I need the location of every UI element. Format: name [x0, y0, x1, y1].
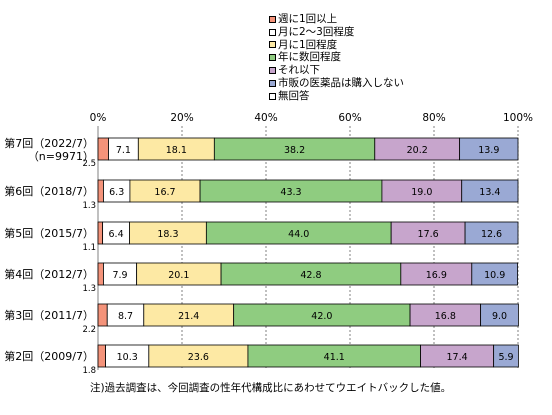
x-tick-label: 20%	[170, 112, 193, 124]
small-value-label: 1.3	[82, 284, 96, 294]
legend-item: 無回答	[269, 90, 404, 103]
legend-item: それ以下	[269, 64, 404, 77]
x-tick-label: 100%	[503, 112, 533, 124]
bar-segment	[97, 221, 104, 245]
value-label: 44.0	[288, 229, 309, 240]
legend-item: 年に数回程度	[269, 51, 404, 64]
value-label: 12.6	[481, 229, 502, 240]
category-label: 第2回（2009/7）	[4, 349, 94, 363]
small-value-label: 2.5	[82, 159, 96, 169]
value-label: 13.9	[478, 145, 499, 156]
x-axis-tick-labels: 0% 20% 40% 60% 80% 100%	[90, 112, 533, 124]
value-label: 43.3	[280, 187, 301, 198]
value-label: 18.3	[157, 229, 178, 240]
small-value-label: 1.1	[82, 243, 96, 253]
legend-label: 週に1回以上	[278, 13, 338, 25]
value-label: 10.9	[484, 270, 505, 281]
category-label: 第6回（2018/7）	[4, 184, 94, 198]
value-label: 7.1	[116, 145, 131, 156]
value-label: 6.4	[109, 229, 124, 240]
bar-segment	[97, 262, 104, 286]
value-label: 8.7	[118, 311, 133, 322]
value-label: 6.3	[109, 187, 124, 198]
value-label: 17.4	[447, 352, 468, 363]
value-label: 7.9	[112, 270, 127, 281]
value-label: 21.4	[178, 311, 199, 322]
small-value-label: 1.8	[82, 366, 96, 376]
legend-item: 月に1回程度	[269, 39, 404, 52]
bar-segment	[493, 344, 519, 368]
legend-item: 週に1回以上	[269, 13, 404, 26]
x-tick-label: 0%	[90, 112, 107, 124]
legend-label: それ以下	[278, 64, 320, 77]
legend-swatch	[269, 15, 276, 23]
category-sublabel: （n=9971）	[28, 150, 94, 163]
legend-label: 無回答	[278, 89, 310, 102]
legend-item: 市販の医薬品は購入しない	[269, 77, 404, 90]
value-label: 20.2	[407, 145, 428, 156]
small-value-label: 2.2	[82, 325, 96, 335]
legend-label: 市販の医薬品は購入しない	[278, 76, 404, 89]
legend-swatch	[269, 92, 276, 100]
bars	[97, 137, 519, 368]
legend-item: 月に2～3回程度	[269, 26, 404, 39]
value-label: 23.6	[188, 352, 209, 363]
value-label: 38.2	[284, 145, 305, 156]
value-label: 13.4	[479, 187, 500, 198]
value-label: 42.0	[311, 311, 332, 322]
value-label: 19.0	[411, 187, 432, 198]
category-labels: 第7回（2022/7）（n=9971） 第6回（2018/7） 第5回（2015/7…	[4, 136, 94, 363]
legend-swatch	[269, 54, 276, 62]
x-tick-label: 80%	[422, 112, 445, 124]
value-label: 17.6	[418, 229, 439, 240]
value-label: 16.7	[154, 187, 175, 198]
value-label: 18.1	[166, 145, 187, 156]
value-labels: 7.1 18.1 38.2 20.2 13.9 6.3 16.7 43.3 19.0 13.4 6.…	[109, 145, 514, 363]
value-label: 42.8	[300, 270, 321, 281]
bar-segment	[471, 262, 518, 286]
bar-segment	[97, 303, 108, 327]
x-tick-label: 60%	[338, 112, 361, 124]
legend-swatch	[269, 79, 276, 87]
value-label: 20.1	[168, 270, 189, 281]
small-value-label: 1.3	[82, 201, 96, 211]
legend-label: 年に数回程度	[278, 51, 341, 64]
legend-label: 月に2～3回程度	[278, 25, 355, 38]
value-label: 10.3	[117, 352, 138, 363]
legend-swatch	[269, 67, 276, 75]
bar-segment	[464, 221, 519, 245]
category-label: 第3回（2011/7）	[4, 308, 94, 322]
category-label: 第4回（2012/7）	[4, 267, 94, 281]
value-label: 9.0	[492, 311, 507, 322]
legend-swatch	[269, 41, 276, 49]
bar-segment	[97, 344, 106, 368]
bar-segment	[97, 179, 104, 203]
value-label: 16.9	[426, 270, 447, 281]
value-label: 5.9	[498, 352, 513, 363]
value-label: 16.8	[435, 311, 456, 322]
category-label: 第5回（2015/7）	[4, 226, 94, 240]
grid-lines	[97, 126, 519, 370]
value-label: 41.1	[324, 352, 345, 363]
category-label: 第7回（2022/7）	[4, 136, 94, 150]
bar-segment	[97, 137, 109, 161]
legend-label: 月に1回程度	[278, 38, 338, 51]
bar-segment	[480, 303, 519, 327]
bar-segment	[461, 179, 519, 203]
legend: 週に1回以上 月に2～3回程度 月に1回程度 年に数回程度 それ以下 市販の医薬品は購入し…	[269, 13, 404, 103]
footnote: 注)過去調査は、今回調査の性年代構成比にあわせてウエイトバックした値。	[90, 382, 452, 394]
legend-swatch	[269, 28, 276, 36]
first-segment-labels: 2.5 1.3 1.1 1.3 2.2 1.8	[82, 159, 96, 376]
bar-segment	[459, 137, 519, 161]
x-tick-label: 40%	[254, 112, 277, 124]
